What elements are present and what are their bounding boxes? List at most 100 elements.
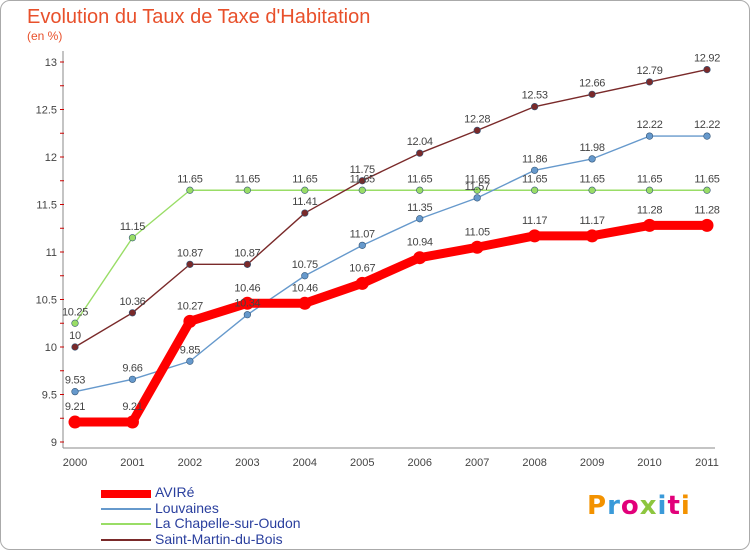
data-label: 10 [69, 330, 81, 342]
unit-label: (en %) [27, 29, 63, 43]
data-label: 10.27 [177, 300, 203, 312]
data-label: 10.36 [119, 296, 145, 308]
data-point [358, 186, 366, 194]
data-point [301, 209, 309, 217]
data-point [128, 375, 137, 383]
logo-letter: o [620, 491, 640, 521]
data-label: 10.46 [234, 282, 260, 294]
data-label: 10.87 [234, 247, 260, 259]
y-tick-label: 9.5 [42, 390, 57, 402]
chart-title: Evolution du Taux de Taxe d'Habitation [27, 6, 371, 28]
data-point [416, 215, 424, 223]
series-line [74, 189, 708, 324]
data-label: 11.65 [177, 173, 202, 185]
data-point [588, 155, 596, 163]
data-label: 9.85 [180, 344, 200, 356]
data-point [186, 186, 194, 194]
data-label: 12.22 [694, 119, 720, 131]
data-point [71, 319, 79, 327]
data-label: 12.92 [694, 53, 720, 65]
x-tick-label: 2004 [293, 457, 317, 469]
logo-letter: x [639, 491, 658, 521]
data-point [703, 186, 711, 194]
data-point [645, 78, 654, 86]
data-label: 12.66 [579, 77, 605, 89]
data-label: 9.21 [65, 401, 85, 413]
y-tick-label: 12.5 [36, 105, 57, 117]
data-label: 11.65 [637, 173, 662, 185]
data-point [240, 296, 254, 310]
y-tick-label: 13 [45, 57, 57, 69]
data-label: 11.98 [579, 142, 604, 154]
data-point [186, 260, 194, 268]
data-point [416, 186, 424, 194]
x-tick-label: 2000 [63, 457, 87, 469]
legend-label-louvaines: Louvaines [155, 500, 219, 516]
legend-label-la-chapelle: La Chapelle-sur-Oudon [155, 515, 301, 531]
data-point [358, 177, 366, 185]
x-tick-label: 2011 [695, 457, 719, 469]
data-label: 11.35 [407, 202, 432, 214]
logo-letter: t [667, 491, 681, 521]
data-label: 10.34 [234, 298, 260, 310]
data-label: 10.94 [407, 237, 433, 249]
data-point [645, 186, 654, 194]
y-tick-label: 11.5 [36, 200, 57, 212]
data-point [588, 186, 596, 194]
data-point [531, 166, 539, 174]
data-label: 12.04 [407, 136, 433, 148]
data-point [703, 65, 711, 74]
logo-letter: P [587, 491, 608, 521]
logo-letter: i [657, 491, 668, 521]
series-line [74, 68, 708, 348]
data-point [585, 229, 599, 243]
data-label: 9.66 [122, 362, 142, 374]
data-point [416, 149, 424, 157]
data-point [700, 218, 714, 232]
legend-swatch-avire [101, 490, 151, 498]
data-label: 11.28 [637, 204, 662, 216]
y-tick-label: 9 [51, 437, 57, 449]
data-point [588, 90, 596, 98]
x-tick-label: 2007 [465, 457, 489, 469]
data-label: 11.65 [522, 173, 547, 185]
proxiti-logo: Proxiti [587, 491, 691, 521]
y-tick-label: 11 [46, 247, 57, 259]
data-label: 12.22 [637, 119, 663, 131]
data-label: 11.65 [694, 173, 719, 185]
data-label: 10.75 [292, 259, 318, 271]
series-line [74, 135, 708, 393]
data-point [528, 229, 542, 243]
data-label: 10.87 [177, 247, 203, 259]
data-point [645, 132, 654, 140]
data-label: 11.05 [465, 226, 490, 238]
data-label: 11.65 [292, 173, 317, 185]
data-label: 11.65 [579, 173, 604, 185]
x-tick-label: 2001 [120, 457, 144, 469]
data-point [71, 343, 79, 351]
data-label: 11.65 [465, 173, 490, 185]
legend-swatch-la-chapelle [101, 523, 151, 525]
data-point [243, 311, 251, 319]
y-tick-label: 10.5 [36, 295, 57, 307]
data-label: 11.41 [292, 196, 317, 208]
data-point [355, 276, 369, 290]
logo-letter: r [607, 491, 621, 521]
data-point [643, 218, 657, 232]
data-label: 11.65 [350, 173, 375, 185]
data-point [703, 132, 711, 140]
data-point [183, 314, 197, 328]
data-point [128, 234, 137, 242]
series-line [70, 220, 712, 427]
data-label: 11.17 [579, 215, 604, 227]
data-label: 11.57 [465, 181, 490, 193]
data-label: 10.46 [292, 282, 318, 294]
data-label: 11.65 [407, 173, 432, 185]
data-label: 12.28 [464, 113, 490, 125]
x-tick-label: 2009 [580, 457, 604, 469]
data-point [298, 296, 312, 310]
data-point [68, 415, 82, 429]
data-label: 11.07 [350, 228, 375, 240]
data-point [531, 103, 539, 111]
